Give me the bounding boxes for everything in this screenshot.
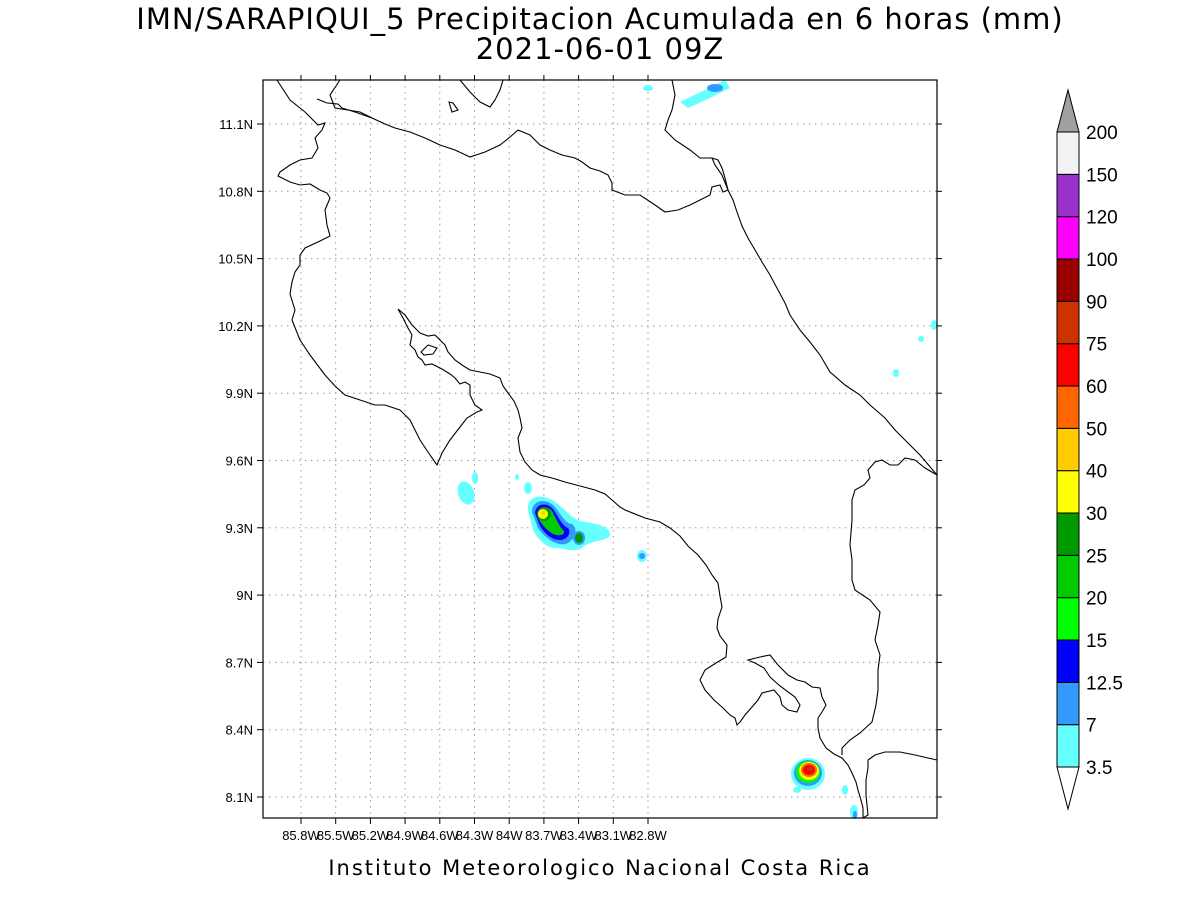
colorbar-label: 30 xyxy=(1086,504,1107,525)
colorbar: 3.5 7 12.5 15 20 25 30 40 50 60 75 90 100 120 150 200 xyxy=(1056,88,1123,811)
coastline xyxy=(664,79,712,159)
colorbar-label: 75 xyxy=(1086,335,1107,356)
precip-area xyxy=(707,84,723,92)
colorbar-swatch xyxy=(1056,724,1080,768)
colorbar-label: 12.5 xyxy=(1086,673,1123,694)
colorbar-label: 3.5 xyxy=(1086,758,1112,779)
coastline xyxy=(276,79,864,818)
map-frame xyxy=(262,79,938,819)
coastline xyxy=(841,457,938,755)
coastline xyxy=(459,79,504,108)
precip-area xyxy=(457,481,475,505)
colorbar-swatch xyxy=(1056,639,1080,683)
longitude-label: 85.5W xyxy=(317,828,355,843)
latitude-label: 9N xyxy=(236,588,253,603)
colorbar-label: 90 xyxy=(1086,292,1107,313)
footer-credit: Instituto Meteorologico Nacional Costa R… xyxy=(328,856,872,880)
longitude-label: 83.4W xyxy=(560,828,598,843)
map-title: IMN/SARAPIQUI_5 Precipitacion Acumulada … xyxy=(136,2,1064,36)
colorbar-swatch xyxy=(1056,343,1080,387)
colorbar-label: 60 xyxy=(1086,377,1107,398)
longitude-label: 83.7W xyxy=(525,828,563,843)
precip-area xyxy=(931,320,937,330)
coastline xyxy=(862,760,869,819)
colorbar-swatch xyxy=(1056,470,1080,514)
coastline xyxy=(711,157,938,476)
colorbar-label: 15 xyxy=(1086,631,1107,652)
latitude-label: 9.9N xyxy=(226,386,253,401)
precip-area xyxy=(918,336,924,342)
precip-area xyxy=(842,785,848,795)
colorbar-label: 25 xyxy=(1086,546,1107,567)
latitude-label: 9.3N xyxy=(226,521,253,536)
precip-area xyxy=(524,482,532,494)
colorbar-label: 100 xyxy=(1086,250,1118,271)
longitude-label: 85.2W xyxy=(352,828,390,843)
precip-area xyxy=(893,369,899,377)
colorbar-swatch xyxy=(1056,131,1080,175)
map-gridlines xyxy=(263,80,937,818)
precip-area xyxy=(793,787,801,793)
precip-area xyxy=(515,474,519,480)
latitude-label: 10.2N xyxy=(218,319,253,334)
longitude-label: 84W xyxy=(496,828,523,843)
longitude-label: 83.1W xyxy=(595,828,633,843)
precip-area xyxy=(643,85,653,91)
colorbar-swatch xyxy=(1056,512,1080,556)
longitude-label: 84.9W xyxy=(386,828,424,843)
precip-area xyxy=(472,472,478,484)
coastline xyxy=(329,79,373,119)
colorbar-swatch xyxy=(1056,300,1080,345)
colorbar-label: 7 xyxy=(1086,716,1097,737)
latitude-label: 10.5N xyxy=(218,252,253,267)
border xyxy=(316,98,729,213)
longitude-label: 84.6W xyxy=(421,828,459,843)
precip-area xyxy=(541,511,545,515)
precipitation-shading xyxy=(457,80,937,819)
colorbar-label: 120 xyxy=(1086,208,1118,229)
precip-area xyxy=(807,767,813,771)
colorbar-label: 40 xyxy=(1086,462,1107,483)
colorbar-swatch xyxy=(1056,597,1080,641)
precip-area xyxy=(853,811,857,819)
colorbar-swatch xyxy=(1056,385,1080,429)
colorbar-over-arrow xyxy=(1056,88,1080,133)
longitude-label: 82.8W xyxy=(629,828,667,843)
latitude-label: 10.8N xyxy=(218,184,253,199)
colorbar-swatch xyxy=(1056,258,1080,302)
latitude-label: 8.1N xyxy=(226,790,253,805)
colorbar-label: 50 xyxy=(1086,419,1107,440)
colorbar-under-arrow xyxy=(1056,766,1080,811)
longitude-label: 84.3W xyxy=(456,828,494,843)
precip-area xyxy=(639,553,645,559)
latitude-label: 8.7N xyxy=(226,655,253,670)
coastlines-and-borders xyxy=(276,79,938,819)
island xyxy=(420,344,438,356)
coastline xyxy=(867,751,938,761)
map-subtitle-datetime: 2021-06-01 09Z xyxy=(475,32,725,66)
colorbar-swatch xyxy=(1056,681,1080,726)
colorbar-swatch xyxy=(1056,554,1080,599)
colorbar-swatch xyxy=(1056,216,1080,260)
longitude-label: 85.8W xyxy=(282,828,320,843)
precip-area xyxy=(680,80,730,108)
precip-area xyxy=(575,533,583,543)
latitude-label: 9.6N xyxy=(226,454,253,469)
colorbar-swatch xyxy=(1056,427,1080,472)
latitude-label: 8.4N xyxy=(226,723,253,738)
latitude-label: 11.1N xyxy=(219,117,253,132)
lake xyxy=(448,101,459,113)
colorbar-label: 200 xyxy=(1086,123,1118,144)
colorbar-label: 150 xyxy=(1086,165,1118,186)
colorbar-label: 20 xyxy=(1086,589,1107,610)
colorbar-swatch xyxy=(1056,173,1080,218)
